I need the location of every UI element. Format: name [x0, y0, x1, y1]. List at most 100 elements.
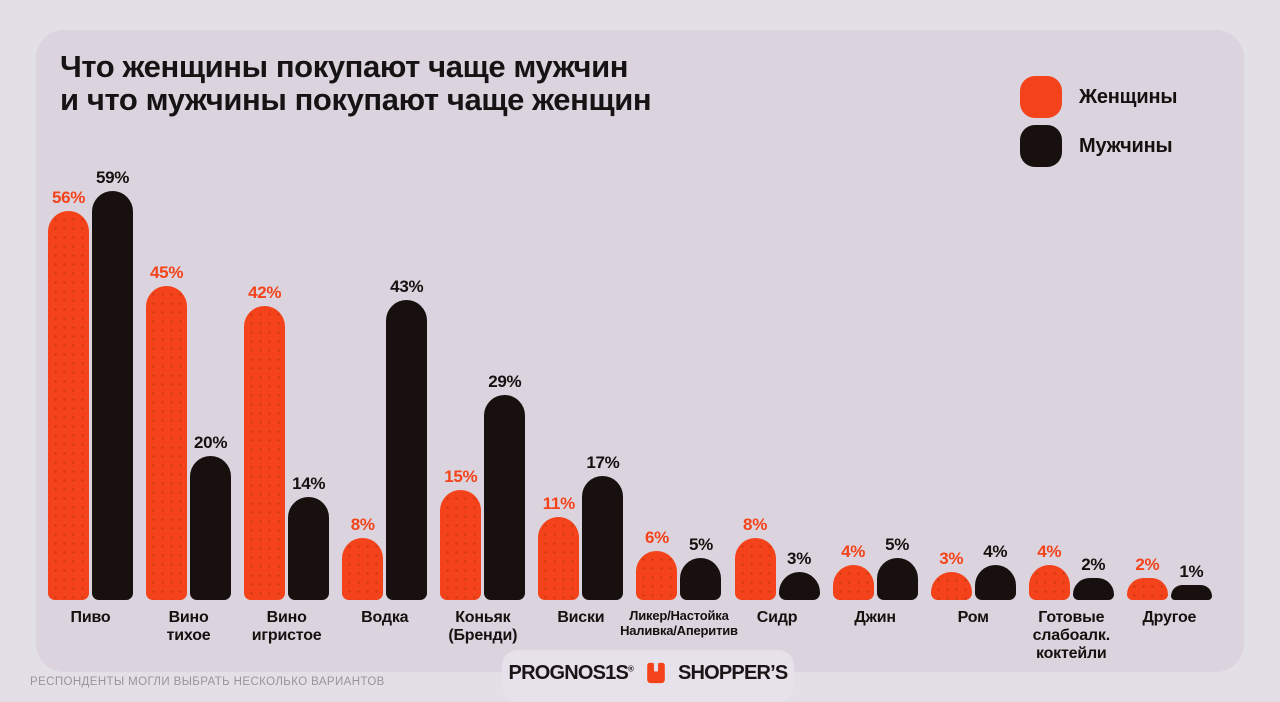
bar-wrap-men: 20% [190, 433, 232, 600]
bar-women [146, 286, 188, 600]
value-label-men: 17% [586, 453, 620, 472]
value-label-men: 4% [983, 542, 1008, 561]
bar-women [48, 211, 89, 600]
value-label-men: 59% [95, 168, 130, 187]
footer-logos: PROGNOS1S® SHOPPER’S [509, 661, 789, 685]
category-label: Водка [361, 609, 409, 626]
bar-wrap-men: 5% [876, 535, 918, 600]
bar-men [92, 191, 133, 600]
bar-wrap-women: 2% [1126, 555, 1168, 600]
bar-wrap-men: 14% [288, 474, 330, 600]
bar-wrap-women: 4% [832, 542, 874, 600]
category-group-6: 6% 5% Ликер/Настойка Наливка/Аперитив [620, 160, 738, 665]
value-label-men: 43% [390, 277, 424, 296]
bar-pair: 42% 14% [244, 160, 330, 600]
prognosis-wordmark: PROGNOS1S [508, 661, 629, 684]
bar-pair: 56% 59% [48, 160, 133, 600]
chart-card: Что женщины покупают чаще мужчин и что м… [36, 30, 1244, 672]
value-label-men: 5% [688, 535, 713, 554]
bar-pair: 2% 1% [1126, 160, 1212, 600]
bar-pair: 4% 2% [1028, 160, 1114, 600]
category-group-7: 8% 3% Сидр [734, 160, 820, 665]
bar-wrap-women: 3% [930, 549, 972, 600]
bar-wrap-women: 56% [48, 188, 89, 600]
category-label: Ром [957, 609, 989, 626]
category-group-11: 2% 1% Другое [1126, 160, 1212, 665]
bar-wrap-women: 45% [146, 263, 188, 600]
bar-wrap-men: 1% [1170, 562, 1212, 600]
category-group-4: 15% 29% Коньяк (Бренди) [440, 160, 526, 665]
category-label: Виски [557, 609, 605, 626]
registered-mark: ® [628, 663, 634, 673]
bar-women [440, 490, 482, 600]
bar-women [538, 517, 580, 600]
category-label: Сидр [756, 609, 798, 626]
category-group-8: 4% 5% Джин [832, 160, 918, 665]
bar-men [876, 558, 918, 600]
category-group-0: 56% 59% Пиво [48, 160, 133, 665]
value-label-men: 1% [1179, 562, 1204, 581]
value-label-men: 20% [194, 433, 228, 452]
value-label-women: 2% [1135, 555, 1160, 574]
bar-wrap-men: 17% [582, 453, 624, 600]
legend-item-women: Женщины [1020, 76, 1177, 118]
value-label-men: 5% [885, 535, 910, 554]
category-group-9: 3% 4% Ром [930, 160, 1016, 665]
legend-item-men: Мужчины [1020, 125, 1177, 167]
value-label-men: 14% [292, 474, 326, 493]
value-label-women: 8% [743, 515, 768, 534]
footnote: РЕСПОНДЕНТЫ МОГЛИ ВЫБРАТЬ НЕСКОЛЬКО ВАРИ… [30, 676, 385, 688]
category-group-5: 11% 17% Виски [538, 160, 624, 665]
bar-pair: 8% 43% [342, 160, 428, 600]
bar-wrap-men: 2% [1072, 555, 1114, 600]
value-label-women: 4% [841, 542, 866, 561]
category-label: Ликер/Настойка Наливка/Аперитив [620, 608, 738, 638]
bar-wrap-women: 6% [636, 528, 678, 600]
bar-women [930, 572, 972, 600]
bar-men [386, 300, 428, 600]
category-label: Джин [854, 609, 896, 626]
bar-men [1170, 585, 1212, 600]
shoppers-logo: SHOPPER’S [677, 661, 788, 684]
bar-wrap-men: 4% [974, 542, 1016, 600]
value-label-women: 3% [939, 549, 964, 568]
bar-women [832, 565, 874, 600]
bar-men [190, 456, 232, 600]
category-group-1: 45% 20% Вино тихое [146, 160, 232, 665]
bar-men [680, 558, 722, 600]
bar-pair: 6% 5% [636, 160, 722, 600]
bar-wrap-men: 5% [680, 535, 722, 600]
bar-wrap-men: 3% [778, 549, 820, 600]
bar-men [1072, 578, 1114, 600]
bar-men [582, 476, 624, 600]
bar-men [484, 395, 526, 600]
bar-pair: 11% 17% [538, 160, 624, 600]
bar-men [778, 572, 820, 600]
legend-label-women: Женщины [1079, 85, 1178, 108]
bar-pair: 15% 29% [440, 160, 526, 600]
bar-wrap-women: 11% [538, 494, 580, 600]
bar-wrap-men: 59% [92, 168, 133, 600]
bar-chart: 56% 59% Пиво 45% 20% Вино тихое 42% 14% Вино игр… [48, 160, 1212, 665]
bar-men [288, 497, 330, 600]
page-title: Что женщины покупают чаще мужчин и что м… [60, 49, 652, 116]
title-line-1: Что женщины покупают чаще мужчин [60, 49, 629, 84]
category-label: Вино тихое [166, 609, 211, 645]
legend-swatch-men [1020, 125, 1062, 167]
value-label-women: 4% [1037, 542, 1062, 561]
category-label: Пиво [70, 609, 111, 626]
prognosis-logo: PROGNOS1S® [509, 662, 634, 685]
bar-wrap-men: 43% [386, 277, 428, 600]
bar-pair: 8% 3% [734, 160, 820, 600]
category-label: Коньяк (Бренди) [448, 609, 518, 645]
bar-wrap-women: 8% [734, 515, 776, 600]
category-group-3: 8% 43% Водка [342, 160, 428, 665]
bar-pair: 3% 4% [930, 160, 1016, 600]
bar-pair: 45% 20% [146, 160, 232, 600]
legend-label-men: Мужчины [1079, 134, 1173, 157]
value-label-men: 3% [787, 549, 812, 568]
shopping-bag-icon [645, 662, 667, 684]
bar-wrap-women: 4% [1028, 542, 1070, 600]
bar-pair: 4% 5% [832, 160, 918, 600]
